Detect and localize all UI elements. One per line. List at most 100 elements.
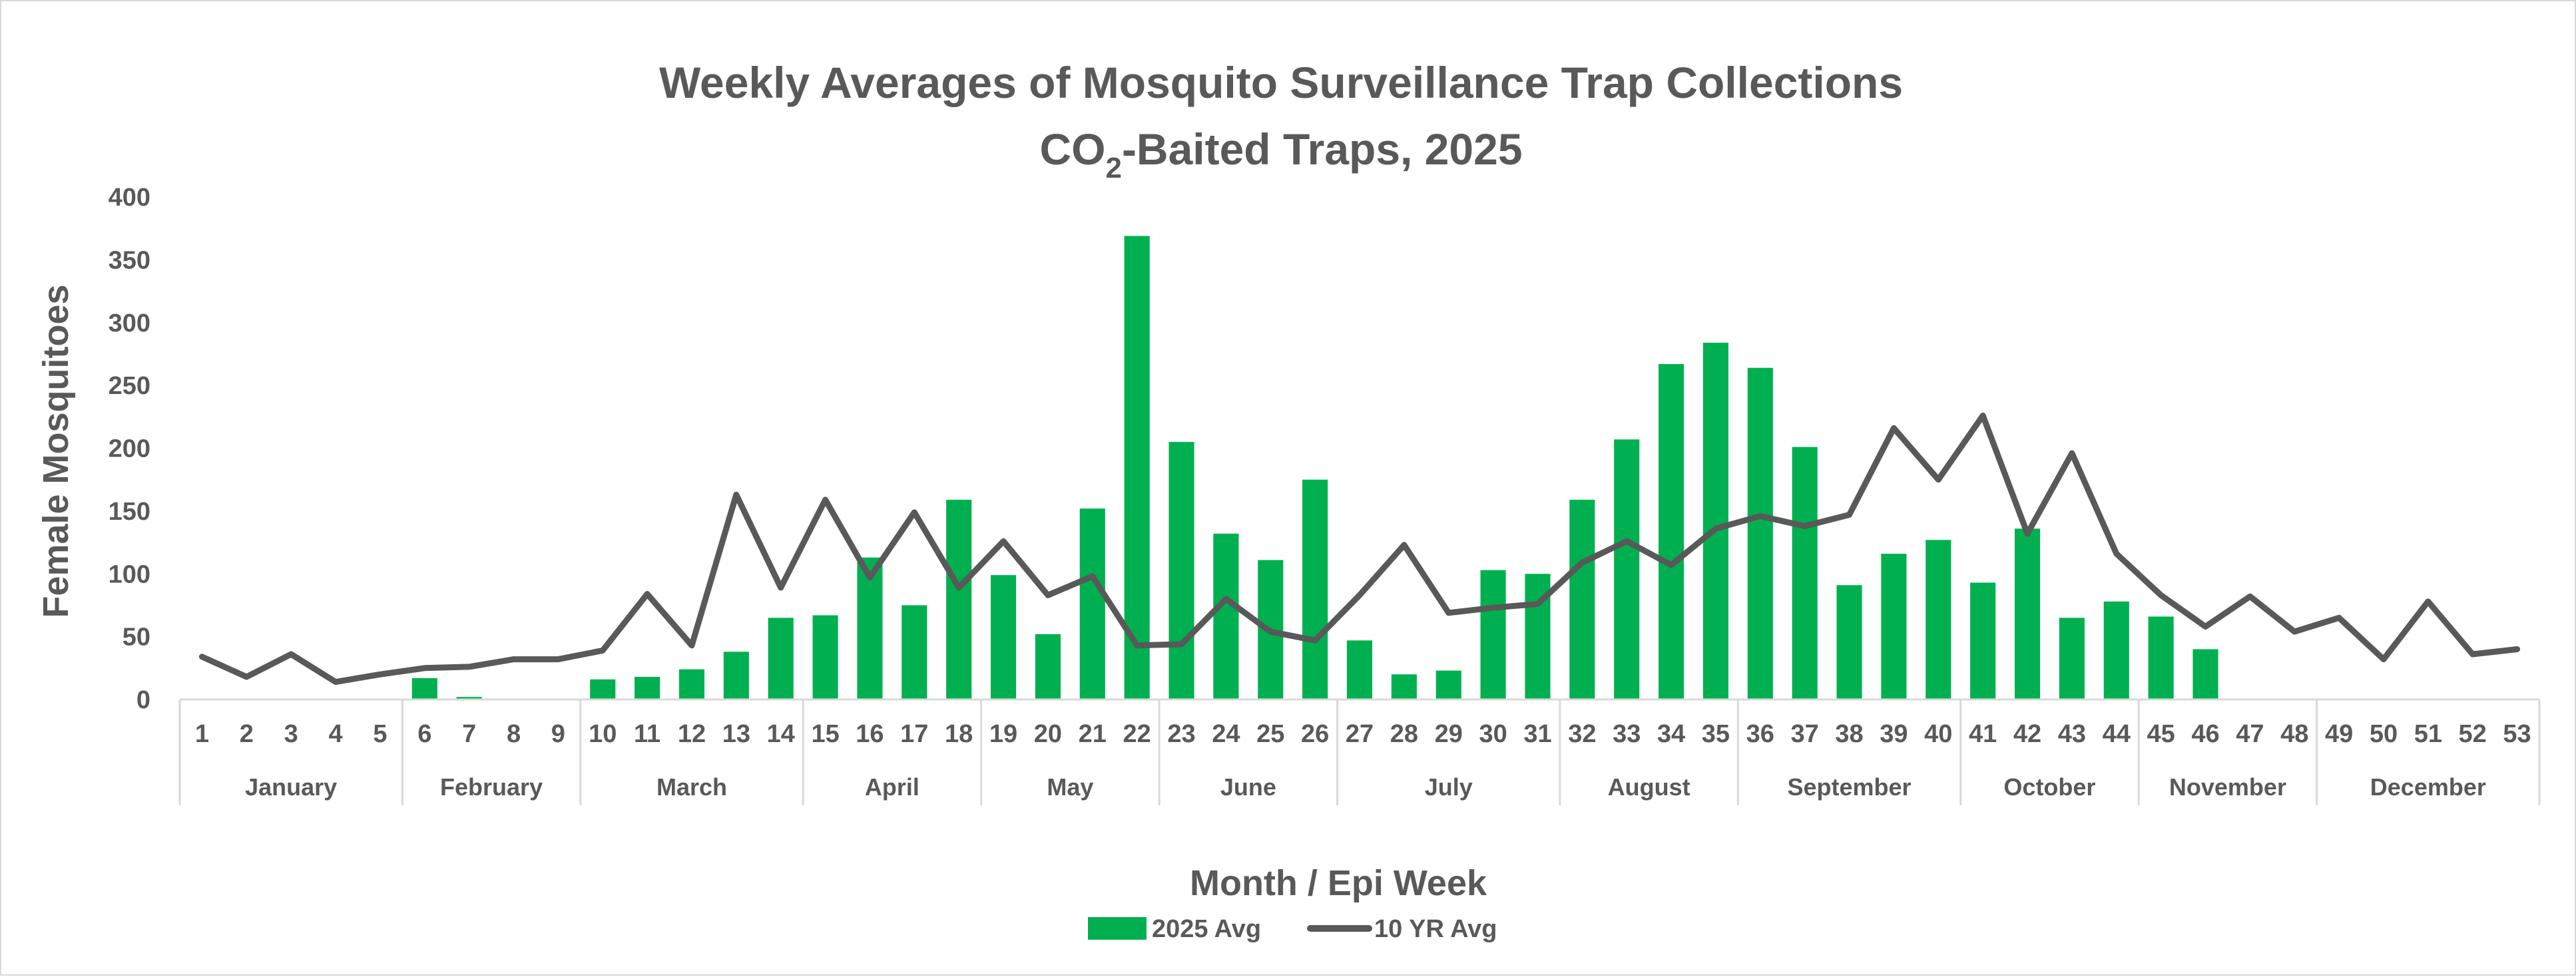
- x-tick-week-5: 5: [373, 720, 387, 748]
- x-tick-week-53: 53: [2503, 720, 2531, 748]
- bar-2025-week-43: [2059, 618, 2085, 699]
- x-tick-week-23: 23: [1167, 720, 1195, 748]
- x-tick-week-25: 25: [1256, 720, 1284, 748]
- bar-2025-week-7: [456, 697, 482, 699]
- x-tick-week-30: 30: [1479, 720, 1507, 748]
- x-tick-week-31: 31: [1523, 720, 1551, 748]
- x-tick-week-35: 35: [1702, 720, 1730, 748]
- x-tick-week-42: 42: [2013, 720, 2041, 748]
- bar-2025-week-11: [635, 677, 660, 699]
- x-tick-week-40: 40: [1924, 720, 1952, 748]
- month-label-february: February: [440, 773, 543, 801]
- bar-2025-week-10: [590, 679, 616, 699]
- bar-2025-week-16: [857, 557, 883, 699]
- x-tick-week-19: 19: [989, 720, 1017, 748]
- bar-2025-week-6: [411, 678, 437, 699]
- x-tick-week-18: 18: [945, 720, 973, 748]
- chart-title-line1: Weekly Averages of Mosquito Surveillance…: [659, 58, 1903, 107]
- month-label-august: August: [1608, 773, 1690, 801]
- x-tick-week-38: 38: [1835, 720, 1863, 748]
- x-tick-week-36: 36: [1746, 720, 1774, 748]
- bar-2025-week-22: [1124, 236, 1150, 699]
- bar-2025-week-30: [1480, 570, 1506, 699]
- x-tick-week-43: 43: [2058, 720, 2086, 748]
- bar-2025-week-33: [1614, 439, 1640, 699]
- month-label-june: June: [1220, 773, 1276, 801]
- x-tick-week-37: 37: [1791, 720, 1819, 748]
- bar-2025-week-41: [1970, 582, 1996, 699]
- x-tick-week-32: 32: [1568, 720, 1596, 748]
- x-tick-week-12: 12: [678, 720, 706, 748]
- month-label-december: December: [2370, 773, 2486, 801]
- bar-2025-week-13: [723, 652, 749, 699]
- y-tick-label: 250: [109, 372, 150, 400]
- title-co: CO: [1039, 124, 1105, 174]
- bar-2025-week-28: [1391, 674, 1417, 699]
- bar-2025-week-18: [946, 499, 972, 699]
- y-tick-label: 100: [109, 560, 150, 588]
- x-tick-week-29: 29: [1435, 720, 1463, 748]
- x-tick-week-44: 44: [2103, 720, 2131, 748]
- x-tick-week-34: 34: [1657, 720, 1685, 748]
- x-tick-week-50: 50: [2370, 720, 2398, 748]
- bar-2025-week-20: [1035, 634, 1061, 699]
- y-tick-label: 50: [123, 624, 150, 652]
- x-tick-week-46: 46: [2191, 720, 2219, 748]
- y-axis-title: Female Mosquitoes: [36, 284, 76, 618]
- x-tick-week-52: 52: [2459, 720, 2487, 748]
- bar-2025-week-46: [2192, 649, 2218, 699]
- x-tick-week-10: 10: [589, 720, 617, 748]
- x-tick-week-24: 24: [1212, 720, 1240, 748]
- legend-label-10yr: 10 YR Avg: [1374, 915, 1497, 943]
- bar-2025-week-26: [1302, 479, 1328, 699]
- bar-2025-week-19: [990, 575, 1017, 699]
- x-tick-week-9: 9: [551, 720, 565, 748]
- x-tick-week-15: 15: [811, 720, 839, 748]
- x-tick-week-33: 33: [1613, 720, 1641, 748]
- month-label-july: July: [1425, 773, 1473, 801]
- y-tick-label: 300: [109, 309, 150, 337]
- month-label-october: October: [2003, 773, 2095, 801]
- legend: 2025 Avg 10 YR Avg: [1088, 915, 1497, 943]
- y-tick-label: 200: [109, 435, 150, 463]
- month-label-may: May: [1047, 773, 1093, 801]
- x-tick-week-26: 26: [1301, 720, 1329, 748]
- x-tick-week-45: 45: [2147, 720, 2175, 748]
- x-tick-week-21: 21: [1079, 720, 1107, 748]
- x-tick-week-11: 11: [634, 720, 660, 748]
- x-tick-week-22: 22: [1123, 720, 1151, 748]
- month-label-january: January: [245, 773, 337, 801]
- bar-2025-week-24: [1213, 533, 1239, 699]
- bar-2025-week-27: [1346, 640, 1373, 699]
- x-tick-week-1: 1: [195, 720, 209, 748]
- month-label-september: September: [1788, 773, 1912, 801]
- x-axis-title: Month / Epi Week: [1190, 863, 1487, 903]
- bar-2025-week-45: [2148, 616, 2174, 699]
- y-tick-label: 400: [109, 184, 150, 212]
- bar-2025-week-42: [2014, 528, 2041, 699]
- month-label-april: April: [865, 773, 919, 801]
- line-10yr-avg: [198, 412, 2521, 685]
- bar-2025-week-21: [1079, 508, 1105, 699]
- x-tick-week-47: 47: [2236, 720, 2264, 748]
- y-tick-label: 350: [109, 246, 150, 274]
- bar-2025-week-38: [1836, 585, 1862, 699]
- title-subscript: 2: [1105, 152, 1121, 184]
- x-tick-week-28: 28: [1390, 720, 1418, 748]
- x-tick-week-8: 8: [507, 720, 521, 748]
- x-tick-week-6: 6: [417, 720, 431, 748]
- x-tick-week-16: 16: [856, 720, 884, 748]
- bar-2025-week-36: [1747, 367, 1773, 699]
- x-tick-week-7: 7: [462, 720, 476, 748]
- month-label-november: November: [2169, 773, 2286, 801]
- bar-2025-week-14: [768, 618, 794, 699]
- y-tick-label: 0: [136, 686, 150, 714]
- title-suffix: -Baited Traps, 2025: [1122, 124, 1523, 174]
- y-tick-label: 150: [109, 498, 150, 526]
- x-tick-week-3: 3: [284, 720, 298, 748]
- bar-2025-week-37: [1792, 447, 1818, 699]
- bar-2025-week-40: [1926, 540, 1951, 699]
- x-tick-week-39: 39: [1880, 720, 1908, 748]
- bar-2025-week-17: [902, 605, 927, 699]
